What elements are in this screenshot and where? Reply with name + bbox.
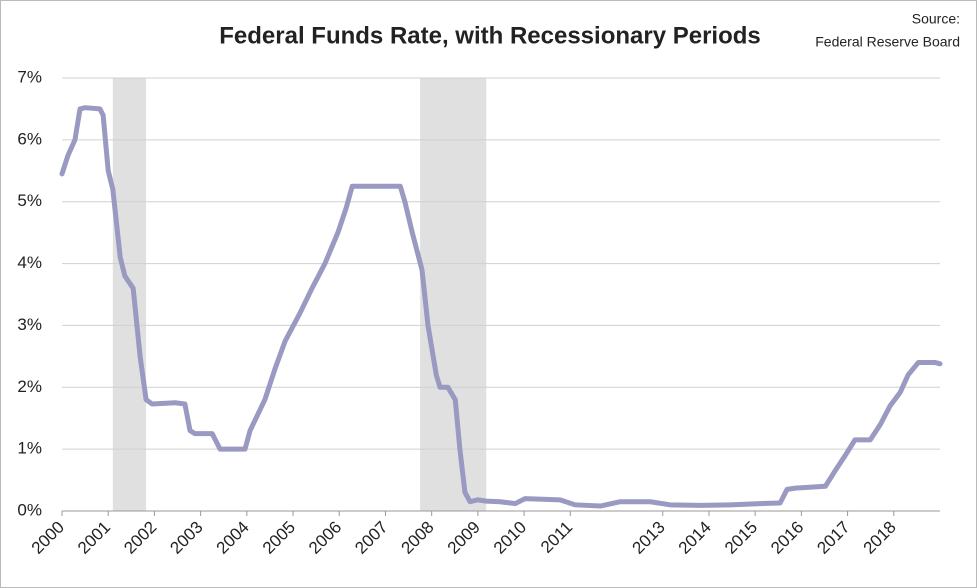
- recession-band: [112, 78, 147, 511]
- source-name: Federal Reserve Board: [815, 34, 960, 50]
- y-tick-label: 6%: [17, 129, 42, 148]
- recession-band: [420, 78, 487, 511]
- y-tick-label: 3%: [17, 315, 42, 334]
- y-tick-label: 7%: [17, 67, 42, 86]
- y-tick-label: 4%: [17, 253, 42, 272]
- y-tick-label: 2%: [17, 377, 42, 396]
- y-tick-label: 1%: [17, 439, 42, 458]
- source-label: Source:: [912, 11, 960, 27]
- y-tick-label: 5%: [17, 191, 42, 210]
- y-tick-label: 0%: [17, 500, 42, 519]
- chart-title: Federal Funds Rate, with Recessionary Pe…: [219, 22, 761, 49]
- rate-line: [59, 105, 943, 509]
